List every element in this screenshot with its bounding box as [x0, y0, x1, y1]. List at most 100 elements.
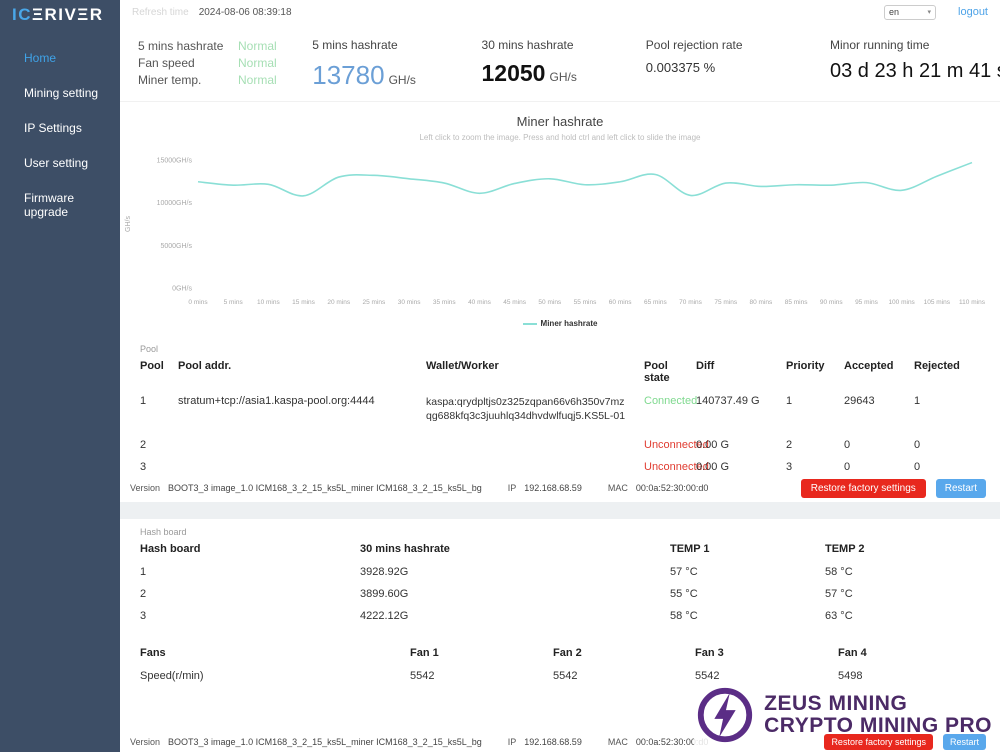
main-content: Refresh time 2024-08-06 08:39:18 en ▾ lo…: [120, 0, 1000, 752]
cell-pool-addr: stratum+tcp://asia1.kaspa-pool.org:4444: [178, 395, 375, 407]
cell-wallet: [426, 456, 644, 466]
sidebar-item-ip-settings[interactable]: IP Settings: [24, 121, 82, 135]
hashboard-row-2: 2 3899.60G 55 °C 57 °C: [140, 583, 980, 605]
status-fan-value: Normal: [238, 56, 277, 70]
restart-button[interactable]: Restart: [935, 479, 986, 499]
chart-canvas[interactable]: 0GH/s 5000GH/s 10000GH/s 15000GH/s GH/s 0 min…: [120, 146, 1000, 319]
svg-text:10000GH/s: 10000GH/s: [157, 200, 193, 207]
status-temp-value: Normal: [238, 73, 277, 87]
sidebar-item-home[interactable]: Home: [24, 51, 57, 65]
refresh-time-value: 2024-08-06 08:39:18: [198, 6, 292, 18]
pool-col-state: Pool state: [644, 360, 670, 384]
stat-runtime-value: 03 d 23 h 21 m 41 s: [830, 60, 1000, 82]
hb-col-hashrate: 30 mins hashrate: [360, 543, 450, 556]
cell-temp1: 58 °C: [670, 610, 698, 623]
svg-text:40 mins: 40 mins: [468, 299, 492, 306]
stat-30min-label: 30 mins hashrate: [481, 38, 574, 52]
cell-rejected: 0: [914, 439, 921, 452]
version-value: BOOT3_3 image_1.0 ICM168_3_2_15_ks5L_min…: [168, 483, 482, 494]
ip-value: 192.168.68.59: [524, 483, 582, 494]
cell-accepted: 0: [844, 461, 851, 474]
legend-line-swatch: [522, 322, 537, 325]
cell-pool-addr: [178, 456, 426, 466]
restore-factory-settings-button[interactable]: Restore factory settings: [800, 479, 926, 499]
stat-5min-unit: GH/s: [388, 73, 416, 87]
chart-legend[interactable]: Miner hashrate: [120, 319, 1000, 328]
hashrate-line-chart[interactable]: 0GH/s 5000GH/s 10000GH/s 15000GH/s GH/s 0 min…: [120, 146, 992, 314]
version-value: BOOT3_3 image_1.0 ICM168_3_2_15_ks5L_min…: [168, 737, 482, 747]
svg-text:35 mins: 35 mins: [433, 299, 457, 306]
stats-row: 5 mins hashrate Normal Fan speed Normal Mi…: [120, 24, 1000, 102]
logo-prefix: IC: [12, 5, 32, 24]
pool-table: Pool Pool addr. Wallet/Worker Pool state…: [120, 354, 1000, 478]
svg-text:60 mins: 60 mins: [609, 299, 633, 306]
svg-text:55 mins: 55 mins: [574, 299, 598, 306]
restart-button[interactable]: Restart: [942, 734, 986, 750]
hashboard-section-label: Hash board: [140, 527, 187, 538]
sidebar-item-firmware-upgrade[interactable]: Firmware upgrade: [24, 191, 74, 219]
svg-text:45 mins: 45 mins: [503, 299, 527, 306]
cell-pool-id: 1: [140, 395, 147, 407]
pool-col-pool: Pool: [140, 360, 164, 372]
sidebar: ICΞRIVΞR Home Mining setting IP Settings…: [0, 0, 120, 752]
cell-pool-state: Unconnected: [644, 439, 709, 452]
hb-col-temp2: TEMP 2: [825, 543, 865, 556]
cell-accepted: 0: [844, 439, 851, 452]
mac-label: MAC: [607, 737, 628, 747]
cell-pool-addr: [178, 434, 426, 444]
chart-title: Miner hashrate: [516, 114, 604, 129]
mac-value: 00:0a:52:30:00:d0: [635, 483, 709, 494]
cell-pool-id: 2: [140, 439, 147, 452]
mac-label: MAC: [607, 483, 628, 494]
cell-temp1: 57 °C: [670, 566, 698, 579]
sidebar-item-user-setting[interactable]: User setting: [24, 156, 89, 170]
section-divider: [120, 502, 1000, 520]
status-fan-label: Fan speed: [138, 56, 195, 70]
svg-text:80 mins: 80 mins: [750, 299, 774, 306]
svg-text:70 mins: 70 mins: [679, 299, 703, 306]
stat-5min-value: 13780: [312, 60, 385, 90]
cell-speed-label: Speed(r/min): [140, 670, 204, 683]
pool-row-2: 2 Unconnected 0.00 G 2 0 0: [140, 434, 980, 456]
ip-value: 192.168.68.59: [524, 737, 582, 747]
chevron-down-icon: ▾: [927, 9, 932, 16]
fan-col-2: Fan 2: [553, 647, 582, 660]
svg-text:95 mins: 95 mins: [855, 299, 879, 306]
watermark-line2: CRYPTO MINING PRO: [764, 714, 992, 737]
stat-5min-label: 5 mins hashrate: [312, 38, 398, 52]
watermark-line1: ZEUS MINING: [764, 691, 908, 715]
iceriver-logo: ICΞRIVΞR: [0, 0, 120, 29]
pool-header-row: Pool Pool addr. Wallet/Worker Pool state…: [140, 354, 980, 390]
cell-wallet: kaspa:qrydpltjs0z325zqpan66v6h350v7mzqg6…: [426, 396, 626, 423]
cell-temp2: 57 °C: [825, 588, 853, 601]
ip-label: IP: [507, 483, 517, 494]
cell-board-hashrate: 4222.12G: [360, 610, 409, 623]
stat-rejection-rate: Pool rejection rate 0.003375 %: [646, 38, 830, 91]
svg-text:5000GH/s: 5000GH/s: [160, 243, 192, 250]
stat-rejection-label: Pool rejection rate: [645, 38, 743, 52]
svg-text:0GH/s: 0GH/s: [172, 286, 192, 293]
cell-diff: 0.00 G: [696, 439, 730, 452]
cell-temp1: 55 °C: [670, 588, 698, 601]
svg-text:105 mins: 105 mins: [924, 299, 951, 306]
fan-col-fans: Fans: [140, 647, 166, 660]
version-label: Version: [130, 737, 161, 747]
svg-text:20 mins: 20 mins: [327, 299, 351, 306]
status-hashrate-value: Normal: [238, 39, 277, 53]
svg-text:110 mins: 110 mins: [959, 299, 986, 306]
svg-text:0 mins: 0 mins: [188, 299, 208, 306]
pool-col-priority: Priority: [786, 360, 825, 372]
language-select[interactable]: en ▾: [884, 4, 937, 20]
cell-fan1-speed: 5542: [410, 670, 435, 683]
sidebar-nav: Home Mining setting IP Settings User set…: [0, 43, 120, 227]
restore-factory-settings-button[interactable]: Restore factory settings: [824, 734, 933, 750]
svg-text:10 mins: 10 mins: [257, 299, 281, 306]
cell-fan2-speed: 5542: [553, 670, 578, 683]
cell-board-id: 3: [140, 610, 147, 623]
cell-rejected: 0: [914, 461, 921, 474]
hb-col-temp1: TEMP 1: [670, 543, 710, 556]
logout-link[interactable]: logout: [958, 6, 988, 18]
hashboard-row-3: 3 4222.12G 58 °C 63 °C: [140, 605, 980, 627]
sidebar-item-mining-setting[interactable]: Mining setting: [24, 86, 99, 100]
chart-subtitle: Left click to zoom the image. Press and …: [419, 133, 701, 142]
